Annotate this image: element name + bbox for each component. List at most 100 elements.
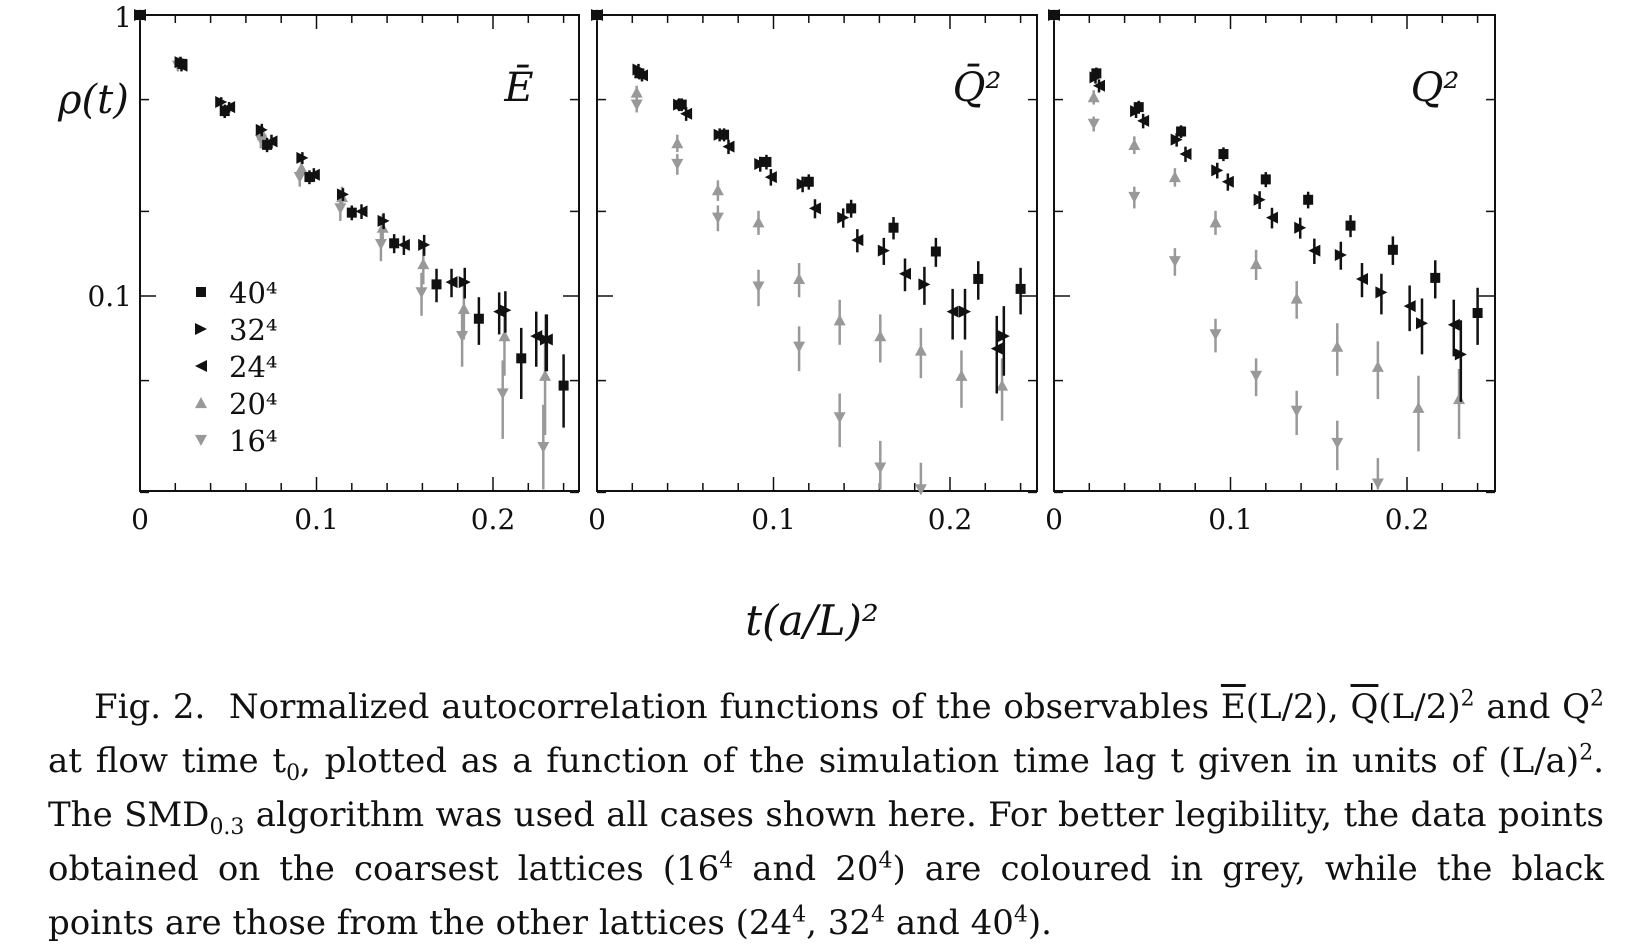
data-point bbox=[837, 211, 850, 224]
data-point bbox=[456, 330, 469, 343]
data-point bbox=[1048, 9, 1060, 21]
data-point bbox=[1387, 244, 1398, 255]
series-square bbox=[1049, 10, 1483, 345]
data-point bbox=[355, 205, 368, 218]
figure-caption: Fig. 2. Normalized autocorrelation funct… bbox=[48, 680, 1604, 950]
legend-marker bbox=[195, 323, 207, 335]
data-point bbox=[1221, 175, 1234, 188]
data-point bbox=[1355, 272, 1368, 285]
data-point bbox=[808, 202, 821, 215]
panel-3: 0 0.1 0.2 Q² bbox=[1045, 9, 1496, 536]
data-point bbox=[833, 412, 846, 424]
data-point bbox=[1218, 149, 1229, 160]
x-tick-label: 0 bbox=[131, 503, 149, 536]
data-point bbox=[1168, 171, 1181, 183]
data-point bbox=[397, 238, 410, 251]
data-point bbox=[223, 101, 236, 114]
caption-text: and 20 bbox=[733, 849, 879, 889]
data-point bbox=[175, 59, 188, 72]
x-axis-label: t(a/L)² bbox=[745, 596, 879, 645]
data-point bbox=[1130, 105, 1143, 118]
data-point bbox=[752, 216, 765, 228]
figure: ρ(t) t(a/L)² 0 0.1 0.210.1Ē0 0.1 0.2Q̄²0 0.1 0… bbox=[57, 1, 1496, 645]
data-point bbox=[1303, 194, 1314, 205]
data-point bbox=[632, 63, 645, 76]
plot-frame bbox=[139, 14, 580, 492]
data-point bbox=[1453, 392, 1466, 405]
caption-text: and 40 bbox=[885, 903, 1014, 943]
data-point bbox=[930, 246, 941, 257]
x-tick-label: 0.2 bbox=[928, 503, 973, 536]
data-point bbox=[304, 172, 315, 183]
data-point bbox=[431, 279, 442, 290]
legend-marker bbox=[195, 360, 207, 372]
data-point bbox=[255, 123, 268, 136]
data-point bbox=[1345, 220, 1356, 231]
caption-q-symbol: Q bbox=[1350, 687, 1379, 727]
caption-e-symbol: E bbox=[1220, 687, 1246, 727]
data-point bbox=[334, 203, 347, 215]
series-triangle-down bbox=[591, 9, 927, 496]
data-point bbox=[418, 238, 431, 251]
data-point bbox=[764, 171, 777, 184]
data-point bbox=[846, 203, 857, 214]
panel-title: Ē bbox=[503, 65, 533, 111]
caption-sub: 0 bbox=[286, 760, 301, 786]
caption-sup: 2 bbox=[1590, 686, 1604, 712]
data-point bbox=[1089, 71, 1102, 84]
data-point bbox=[540, 333, 553, 346]
caption-sup: 4 bbox=[878, 848, 893, 874]
data-point bbox=[293, 171, 306, 184]
y-tick-label: 1 bbox=[114, 1, 132, 34]
data-point bbox=[918, 278, 931, 291]
data-point bbox=[134, 9, 146, 21]
data-point bbox=[1015, 283, 1026, 294]
data-point bbox=[346, 207, 357, 218]
data-point bbox=[1260, 174, 1271, 185]
x-tick-label: 0.2 bbox=[471, 503, 516, 536]
data-point bbox=[445, 276, 458, 289]
caption-sub: 0.3 bbox=[209, 814, 245, 840]
data-point bbox=[539, 369, 552, 381]
data-point bbox=[803, 176, 814, 187]
data-point bbox=[265, 135, 278, 148]
data-point bbox=[1128, 138, 1141, 150]
data-point bbox=[457, 302, 470, 314]
data-point bbox=[417, 257, 430, 270]
x-tick-label: 0 bbox=[1045, 503, 1063, 536]
data-point bbox=[833, 314, 846, 326]
data-point bbox=[973, 273, 984, 284]
y-axis-label: ρ(t) bbox=[57, 77, 129, 123]
data-point bbox=[1179, 148, 1192, 161]
data-point bbox=[874, 462, 887, 474]
data-point bbox=[1168, 256, 1181, 268]
data-point bbox=[307, 168, 320, 181]
legend-label: 32⁴ bbox=[229, 313, 278, 347]
data-point bbox=[630, 99, 643, 111]
caption-sup: 2 bbox=[1460, 686, 1475, 712]
data-point bbox=[752, 281, 765, 293]
data-point bbox=[374, 239, 387, 251]
data-point bbox=[796, 178, 809, 191]
data-point bbox=[1253, 193, 1266, 206]
data-point bbox=[254, 134, 267, 146]
data-point bbox=[1093, 79, 1106, 92]
panels: 0 0.1 0.2 1 0.1 Ē 0 0.1 0.2 Q̄² 0 0.1 0.2 Q² 40⁴32⁴24⁴… bbox=[87, 1, 1496, 536]
data-point bbox=[516, 353, 527, 364]
data-point bbox=[415, 287, 428, 299]
caption-sup: 4 bbox=[1013, 902, 1028, 928]
data-point bbox=[591, 9, 603, 21]
caption-sup: 2 bbox=[1579, 740, 1594, 766]
caption-text: at flow time t bbox=[48, 741, 287, 781]
plot-frame bbox=[1053, 14, 1496, 492]
data-point bbox=[959, 305, 972, 318]
data-point bbox=[377, 214, 390, 227]
data-point bbox=[1334, 248, 1347, 261]
data-point bbox=[1430, 272, 1441, 283]
panel-title: Q² bbox=[1411, 65, 1460, 111]
data-point bbox=[1128, 191, 1141, 204]
data-point bbox=[1290, 292, 1303, 304]
data-point bbox=[1176, 126, 1187, 137]
data-point bbox=[996, 379, 1009, 391]
